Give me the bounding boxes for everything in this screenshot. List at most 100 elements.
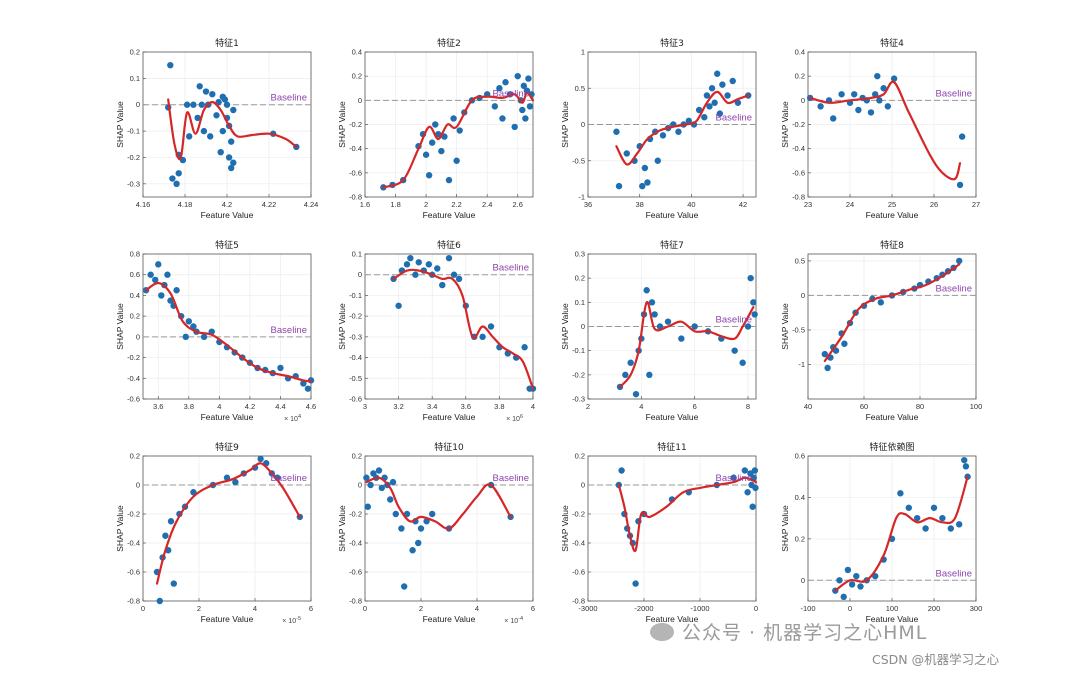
y-tick-label: 0.2	[575, 274, 585, 283]
scatter-point	[230, 159, 237, 166]
y-tick-label: -0.2	[349, 510, 362, 519]
scatter-point	[439, 281, 446, 289]
y-tick-label: -0.8	[349, 597, 362, 606]
scatter-point	[656, 323, 664, 330]
x-tick-label: 6	[693, 402, 697, 411]
scatter-point	[422, 151, 430, 158]
scatter-point	[196, 83, 203, 90]
scatter-point	[300, 380, 307, 387]
scatter-point	[170, 580, 177, 587]
scatter-point	[613, 128, 620, 135]
scatter-point	[392, 510, 399, 518]
scatter-point	[632, 390, 640, 398]
axes-frame	[364, 253, 534, 400]
scatter-point	[445, 254, 453, 262]
scatter-point	[817, 103, 824, 110]
scatter-point	[375, 467, 383, 474]
y-tick-label: -0.4	[572, 539, 585, 548]
y-tick-label: -0.2	[127, 510, 140, 519]
x-tick-label: 300	[970, 604, 983, 613]
scatter-point	[175, 170, 182, 177]
subplot-12: -100 0 100 200 300 0 0.2 0.4 0.6 Baseline 特征依赖图 Fea…	[780, 441, 982, 624]
scatter-point	[708, 85, 716, 92]
scatter-point	[167, 518, 175, 525]
scatter-point	[857, 583, 864, 590]
scatter-point	[855, 106, 862, 114]
y-axis-label: SHAP Value	[560, 101, 570, 148]
scatter-point	[221, 96, 229, 103]
subplot-4: 23 24 25 26 27 -0.8 -0.6 -0.4 -0.2 0 0.2 0.4 Baselin…	[780, 37, 980, 220]
fit-curve	[365, 476, 512, 530]
scatter-point	[744, 489, 751, 496]
x-tick-label: 42	[739, 200, 747, 209]
y-tick-label: 0.4	[130, 291, 140, 300]
y-tick-label: 0.4	[352, 48, 362, 57]
y-axis-label: SHAP Value	[780, 303, 790, 350]
scatter-point	[905, 504, 912, 511]
y-tick-label: -0.5	[792, 325, 805, 334]
x-tick-label: 40	[687, 200, 695, 209]
scatter-point	[511, 123, 518, 131]
scatter-point	[714, 70, 721, 77]
scatter-point	[646, 371, 653, 379]
fit-curve	[615, 90, 750, 166]
baseline-label: Baseline	[271, 473, 307, 484]
scatter-point	[741, 467, 748, 474]
subplot-title: 特征4	[880, 37, 904, 49]
y-tick-label: -0.8	[572, 597, 585, 606]
fit-curve	[167, 98, 298, 161]
x-tick-label: -3000	[578, 604, 597, 613]
subplot-8: 40 60 80 100 -1 -0.5 0 0.5 Baseline 特征8 Feature Va…	[780, 239, 982, 422]
scatter-point	[182, 333, 189, 341]
x-tick-label: 80	[916, 402, 924, 411]
y-tick-label: -0.1	[572, 346, 585, 355]
x-tick-label: 4.18	[178, 200, 193, 209]
scatter-point	[158, 292, 165, 299]
scatter-point	[739, 359, 746, 366]
x-axis-label: Feature Value	[866, 412, 919, 422]
scatter-point	[502, 79, 509, 86]
baseline-label: Baseline	[493, 263, 529, 274]
scatter-point	[897, 490, 904, 497]
scatter-point	[155, 261, 162, 268]
scatter-point	[695, 106, 703, 114]
y-tick-label: 0.2	[795, 534, 805, 543]
y-tick-label: 0	[581, 120, 585, 129]
y-axis-label: SHAP Value	[337, 303, 347, 350]
scatter-point	[213, 112, 220, 119]
y-tick-label: 0	[136, 481, 140, 490]
scatter-point	[659, 132, 667, 139]
scatter-point	[389, 478, 397, 486]
scatter-point	[147, 271, 154, 278]
scatter-point	[198, 101, 205, 108]
y-tick-label: -0.6	[349, 395, 362, 404]
fit-curve	[145, 281, 313, 383]
x-axis-label: Feature Value	[646, 412, 699, 422]
scatter-point	[398, 525, 405, 532]
scatter-point	[958, 133, 966, 140]
scatter-point	[215, 98, 222, 106]
scatter-point	[734, 99, 742, 106]
x-tick-label: 2	[419, 604, 423, 613]
y-tick-label: 0	[801, 576, 805, 585]
axis-multiplier: × 104	[284, 414, 301, 423]
y-tick-label: 0.6	[795, 452, 805, 461]
subplot-title: 特征5	[215, 239, 239, 251]
scatter-point	[387, 496, 394, 503]
scatter-point	[217, 148, 224, 156]
scatter-point	[186, 133, 193, 140]
baseline-label: Baseline	[716, 315, 752, 326]
axis-multiplier: × 10-4	[504, 616, 523, 625]
scatter-point	[162, 532, 169, 539]
x-tick-label: 4	[639, 402, 643, 411]
scatter-point	[257, 455, 264, 463]
y-tick-label: -1	[798, 360, 805, 369]
scatter-point	[643, 287, 650, 294]
scatter-point	[836, 577, 843, 584]
scatter-point	[877, 299, 884, 306]
scatter-point	[844, 566, 852, 574]
y-tick-label: 0.4	[795, 493, 805, 502]
scatter-point	[491, 103, 499, 110]
scatter-point	[821, 350, 828, 358]
scatter-point	[450, 115, 457, 122]
